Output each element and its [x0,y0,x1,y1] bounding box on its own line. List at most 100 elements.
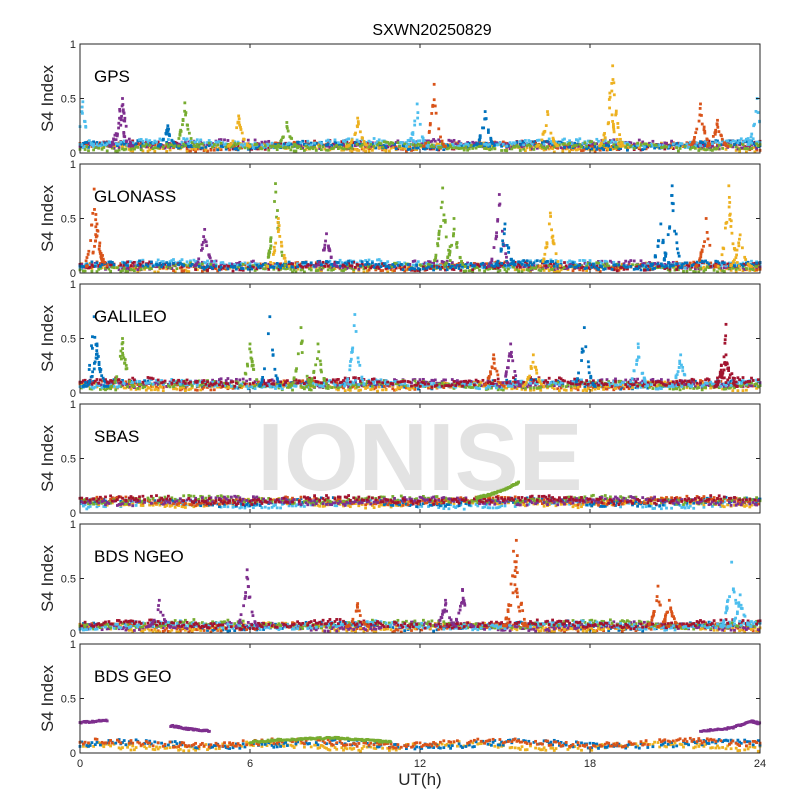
data-point [583,141,587,145]
data-point [158,137,162,141]
data-point [356,120,360,123]
data-point [313,380,316,383]
data-point [716,146,719,150]
data-point [97,142,101,146]
data-point [501,243,505,246]
data-point [551,264,554,268]
data-point [539,143,543,147]
data-point [180,387,184,391]
data-point [343,264,347,268]
data-point [189,264,192,268]
data-point [427,260,430,263]
data-point [266,255,270,259]
data-point [282,253,286,257]
data-point [549,258,553,262]
data-point [744,258,748,261]
data-point [673,143,677,147]
data-point [394,141,398,144]
data-point [201,146,204,150]
data-point [566,145,570,149]
data-point [496,266,500,269]
data-point [338,258,342,262]
data-point [614,109,618,113]
data-point [428,122,432,125]
data-point [546,110,549,113]
data-point [189,149,192,153]
data-point [566,260,570,264]
data-point [430,139,434,143]
data-point [522,261,526,265]
data-point [661,240,665,244]
data-point [677,265,680,269]
data-point [446,256,450,260]
data-point [388,384,391,388]
data-point [233,265,237,269]
data-point [389,265,393,268]
data-point [189,387,192,391]
data-point [622,266,626,269]
data-point [753,150,757,154]
data-point [345,266,349,270]
data-point [112,263,116,267]
data-point [534,378,537,381]
data-point [418,122,422,126]
axes-box [79,43,761,154]
data-point [605,142,609,146]
data-point [243,146,247,150]
data-point [194,260,197,264]
data-point [376,258,379,262]
data-point [80,143,84,147]
data-point [558,143,561,147]
data-point [367,147,371,151]
data-point [748,267,752,271]
data-point [95,381,99,385]
data-point [711,140,714,144]
data-point [396,139,400,143]
data-point [444,268,447,272]
data-point [209,384,213,388]
data-point [663,147,667,151]
data-point [276,230,280,234]
data-point [133,147,136,151]
data-point [283,256,287,260]
data-point [471,143,475,147]
data-point [202,141,206,145]
data-point [612,127,616,131]
data-point [714,264,718,267]
data-point [167,132,171,136]
data-point [583,147,587,151]
data-point [456,146,459,150]
data-point [616,126,620,129]
data-point [466,141,469,144]
data-point [445,265,449,269]
data-point [241,267,245,270]
data-point [342,263,345,267]
data-point [83,148,87,151]
data-point [578,263,582,267]
data-point [173,261,177,265]
data-point [746,260,750,264]
data-point [362,264,366,267]
data-point [377,258,381,261]
data-point [524,264,527,267]
data-point [711,384,714,388]
data-point [231,147,235,151]
data-point [350,264,354,268]
data-point [576,144,580,148]
data-point [585,269,588,273]
data-point [440,200,444,204]
data-point [585,144,588,148]
data-point [340,140,344,144]
data-point [238,263,242,267]
data-point [542,264,546,268]
data-point [452,217,456,220]
data-point [335,383,339,387]
data-point [146,143,150,147]
data-point [748,139,752,142]
data-point [340,269,344,272]
data-point [719,264,723,268]
data-point [719,268,723,272]
data-point [151,141,155,145]
data-point [476,144,480,148]
data-point [338,264,342,268]
